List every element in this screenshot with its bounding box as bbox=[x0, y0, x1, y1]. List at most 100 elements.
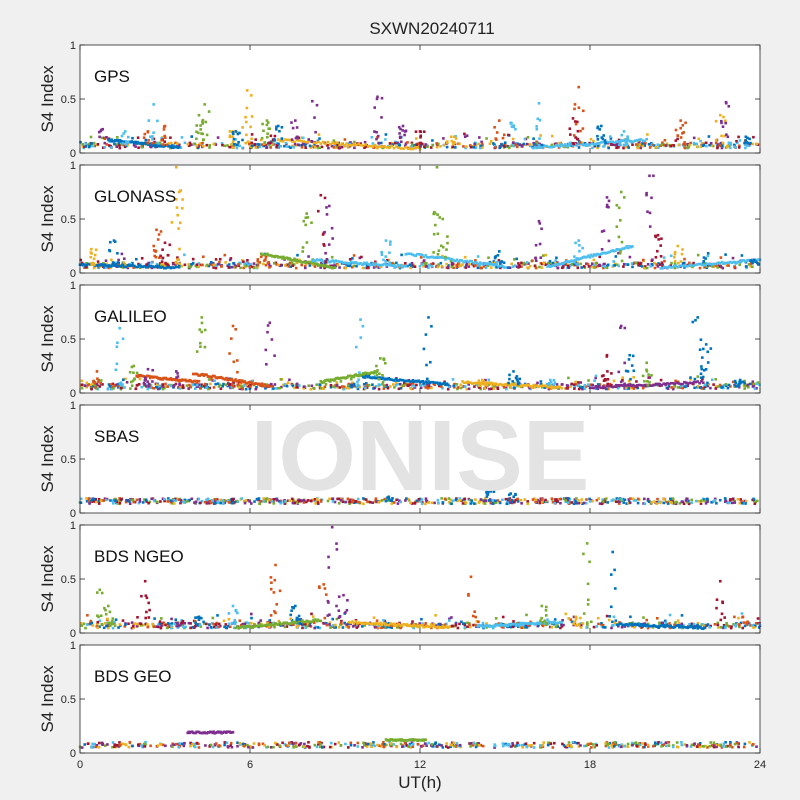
data-point bbox=[631, 621, 634, 625]
data-point bbox=[595, 252, 599, 256]
data-point bbox=[339, 145, 342, 149]
data-point bbox=[178, 247, 181, 251]
data-point bbox=[219, 501, 223, 505]
data-point bbox=[469, 625, 472, 629]
data-point bbox=[96, 143, 100, 146]
data-point bbox=[686, 143, 690, 147]
data-point bbox=[720, 119, 723, 123]
data-point bbox=[266, 132, 269, 135]
data-point bbox=[584, 256, 588, 259]
data-point bbox=[203, 328, 207, 332]
data-point bbox=[590, 253, 593, 257]
data-point bbox=[612, 143, 615, 146]
data-point bbox=[405, 497, 408, 500]
data-point bbox=[507, 497, 510, 501]
data-point bbox=[395, 145, 398, 148]
data-point bbox=[647, 143, 651, 146]
data-point bbox=[112, 387, 115, 390]
data-point bbox=[411, 382, 414, 385]
data-point bbox=[666, 502, 670, 505]
data-point bbox=[321, 260, 325, 264]
data-point bbox=[469, 381, 473, 384]
data-point bbox=[624, 139, 628, 143]
data-point bbox=[298, 258, 301, 262]
data-point bbox=[283, 502, 287, 505]
data-point bbox=[541, 146, 545, 149]
data-point bbox=[183, 263, 187, 267]
data-point bbox=[514, 383, 517, 387]
data-point bbox=[278, 386, 282, 390]
data-point bbox=[751, 142, 754, 146]
data-point bbox=[265, 497, 269, 500]
data-point bbox=[485, 495, 489, 498]
data-point bbox=[175, 370, 178, 373]
data-point bbox=[579, 262, 582, 266]
data-point bbox=[110, 264, 113, 268]
data-point bbox=[505, 387, 508, 391]
data-point bbox=[727, 264, 730, 267]
data-point bbox=[472, 146, 476, 149]
data-point bbox=[250, 616, 253, 620]
data-point bbox=[731, 380, 735, 384]
data-point bbox=[249, 262, 253, 266]
data-point bbox=[194, 379, 198, 383]
data-point bbox=[249, 145, 252, 149]
data-point bbox=[672, 264, 676, 268]
data-point bbox=[132, 500, 135, 504]
data-point bbox=[244, 387, 248, 391]
data-point bbox=[456, 386, 460, 389]
data-point bbox=[605, 205, 609, 209]
data-point bbox=[465, 263, 468, 267]
data-point bbox=[114, 499, 117, 502]
data-point bbox=[312, 263, 316, 266]
data-point bbox=[752, 498, 756, 501]
data-point bbox=[405, 623, 409, 626]
data-point bbox=[446, 387, 450, 391]
data-point bbox=[455, 263, 458, 267]
data-point bbox=[744, 146, 747, 150]
data-point bbox=[531, 259, 534, 262]
data-point bbox=[318, 137, 321, 140]
data-point bbox=[436, 213, 439, 216]
data-point bbox=[648, 376, 652, 379]
data-point bbox=[137, 501, 141, 505]
data-point bbox=[652, 144, 656, 147]
data-point bbox=[319, 193, 323, 197]
data-point bbox=[343, 261, 347, 265]
data-point bbox=[189, 622, 192, 625]
data-point bbox=[707, 135, 711, 138]
data-point bbox=[714, 262, 717, 266]
data-point bbox=[93, 263, 96, 266]
data-point bbox=[517, 625, 520, 628]
data-point bbox=[268, 141, 271, 145]
data-point bbox=[128, 264, 131, 267]
data-point bbox=[315, 258, 319, 261]
data-point bbox=[155, 385, 158, 389]
data-point bbox=[174, 382, 178, 386]
data-point bbox=[388, 378, 392, 381]
y-tick-label: 0.5 bbox=[61, 334, 76, 346]
data-point bbox=[431, 622, 434, 625]
data-point bbox=[610, 372, 613, 375]
data-point bbox=[398, 144, 401, 147]
data-point bbox=[730, 261, 734, 265]
data-point bbox=[574, 241, 577, 245]
data-point bbox=[131, 136, 134, 140]
data-point bbox=[386, 378, 389, 381]
data-point bbox=[169, 136, 172, 139]
data-point bbox=[243, 622, 247, 626]
data-point bbox=[667, 265, 671, 268]
data-point bbox=[271, 143, 274, 146]
data-point bbox=[683, 146, 687, 150]
data-point bbox=[553, 381, 557, 385]
data-point bbox=[175, 165, 178, 169]
data-point bbox=[205, 498, 208, 502]
data-point bbox=[332, 146, 336, 149]
data-point bbox=[692, 264, 696, 267]
data-point bbox=[341, 385, 344, 388]
data-point bbox=[605, 384, 609, 388]
data-point bbox=[199, 142, 202, 145]
data-point bbox=[295, 625, 299, 629]
data-point bbox=[375, 364, 378, 368]
data-point bbox=[651, 258, 654, 261]
